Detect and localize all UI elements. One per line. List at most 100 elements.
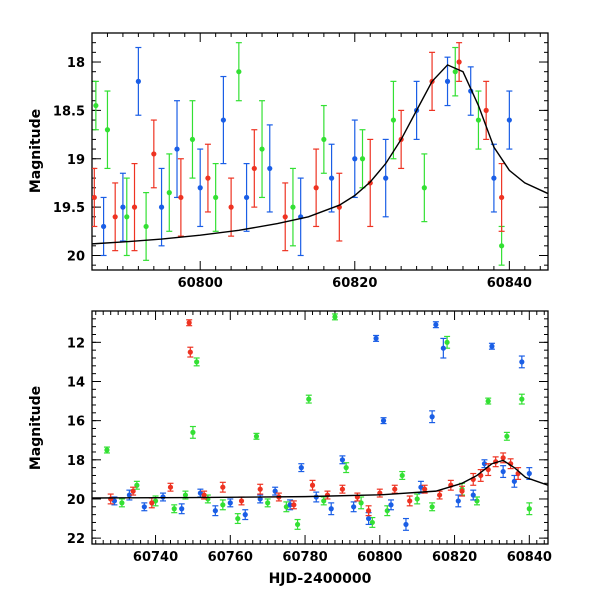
top-panel-ticks [91,32,548,270]
blue-data-point [197,148,204,228]
green-data-point [475,90,482,150]
red-data-point [177,158,184,237]
red-data-point [167,482,174,492]
red-data-point [421,484,428,494]
blue-data-point [350,501,357,513]
bottom-panel-frame [91,310,549,545]
blue-data-point [351,119,358,199]
red-data-point [282,182,289,252]
y-tick-label: 16 [67,415,85,430]
blue-data-point [141,502,148,512]
green-data-point [503,431,510,441]
green-data-point [421,153,428,223]
green-data-point [166,153,173,232]
green-data-point [259,100,266,199]
bottom-panel-x-axis-title: HJD-2400000 [269,571,372,587]
green-data-point [289,167,296,247]
green-data-point [253,432,260,440]
blue-data-point [382,138,389,218]
red-data-point [257,483,264,495]
model-curve [92,459,548,499]
green-data-point [133,480,140,490]
red-data-point [324,490,331,500]
blue-data-point [467,66,474,116]
green-data-point [390,80,397,160]
red-data-point [131,162,138,252]
x-tick-label: 60740 [133,550,178,565]
green-data-point [358,496,365,510]
blue-data-point [488,342,495,350]
y-tick-label: 18.5 [53,104,85,119]
blue-data-point [298,463,305,473]
blue-data-point [440,337,447,359]
y-tick-label: 19.5 [53,201,85,216]
red-data-point [219,481,226,493]
green-data-point [305,394,312,404]
red-data-point [367,138,374,228]
blue-data-point [242,509,249,521]
green-data-point [143,192,150,261]
green-data-point [343,462,350,474]
green-data-point [294,518,301,530]
model-curve [92,64,548,245]
red-data-point [150,119,157,189]
blue-data-point [432,321,439,329]
green-data-point [473,496,480,506]
bottom-panel-tick-labels: 60740 60760 60780 60800 60820 60840 12 14 16 18 20… [67,336,552,565]
green-data-point [518,393,525,405]
x-tick-label: 60820 [332,276,377,291]
green-data-point [219,499,226,511]
red-data-point [251,129,258,208]
green-data-point [193,357,200,367]
x-tick-label: 60760 [208,550,253,565]
green-data-point [384,505,391,517]
blue-data-point [500,465,507,479]
green-data-point [92,80,99,131]
green-data-point [485,397,492,405]
bottom-panel-y-axis-title: Magnitude [28,386,44,470]
blue-data-point [470,489,477,501]
top-panel-frame [91,32,549,271]
x-tick-label: 60800 [357,550,402,565]
blue-data-point [380,417,387,425]
blue-data-point [518,355,525,369]
blue-data-point [243,162,250,232]
blue-data-point [119,172,126,242]
red-data-point [354,492,361,502]
red-data-point [204,143,211,213]
y-tick-label: 22 [67,532,85,547]
top-panel-tick-labels: 60800 60820 60840 18 18.5 19 19.5 20 [53,56,532,291]
green-data-point [189,100,196,179]
y-tick-label: 18 [67,454,85,469]
red-data-point [436,490,443,500]
blue-data-point [178,503,185,515]
red-data-point [456,42,463,82]
green-data-point [331,313,338,321]
red-data-point [201,490,208,500]
red-data-point [406,495,413,507]
x-tick-label: 60820 [432,550,477,565]
blue-data-point [506,90,513,150]
blue-data-point [490,143,497,213]
green-data-point [452,46,459,97]
y-tick-label: 20 [67,249,85,264]
red-data-point [112,182,119,252]
green-data-point [235,42,242,102]
green-data-point [123,177,130,257]
green-data-point [320,104,327,174]
red-data-point [483,80,490,141]
blue-data-point [328,502,335,516]
red-data-point [376,488,383,498]
red-data-point [92,167,98,228]
blue-data-point [174,100,181,199]
red-data-point [309,479,316,491]
x-tick-label: 60840 [507,550,552,565]
blue-data-point [328,143,335,213]
blue-data-point [212,505,219,517]
bottom-panel-ticks [92,310,548,544]
red-data-point [459,485,466,497]
blue-data-point [287,499,294,511]
x-tick-label: 60780 [282,550,327,565]
green-data-point [171,504,178,514]
